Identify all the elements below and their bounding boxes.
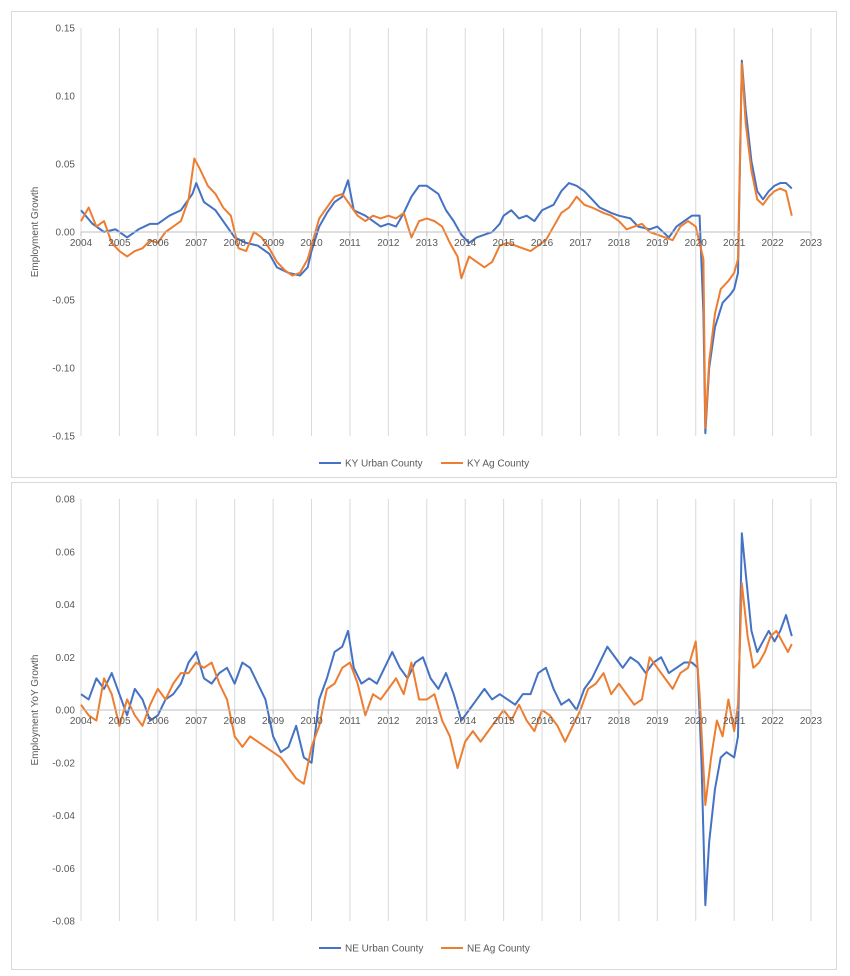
ne-x-tick-label: 2010 [300,716,323,727]
ky-y-axis-title: Employment Growth [30,187,41,278]
ne-y-tick-label: -0.02 [52,758,75,769]
ne-legend-item-ag: NE Ag County [441,944,530,955]
ne-chart: -0.08 -0.06 -0.04 -0.02 0.00 0.02 0.04 0.06 0.08… [30,495,823,955]
ne-x-tick-label: 2008 [224,716,247,727]
ky-series-line-ag [80,62,793,429]
ne-y-tick-label: -0.08 [52,917,75,928]
ky-x-tick-label: 2021 [723,238,746,249]
ne-legend-label: NE Ag County [467,944,530,955]
ky-chart: -0.15 -0.10 -0.05 0.00 0.05 0.10 0.15 2004 2005 2… [30,24,823,470]
ky-x-tick-label: 2009 [262,238,285,249]
ky-x-tick-label: 2015 [493,238,516,249]
ne-x-tick-label: 2016 [531,716,554,727]
ne-x-tick-label: 2012 [377,716,400,727]
ky-x-tick-label: 2022 [761,238,784,249]
ky-y-tick-label: -0.15 [52,432,75,443]
ky-chart-panel: -0.15 -0.10 -0.05 0.00 0.05 0.10 0.15 2004 2005 2… [11,11,837,478]
ne-x-tick-label: 2023 [800,716,823,727]
ne-x-tick-label: 2015 [493,716,516,727]
ne-x-tick-label: 2006 [147,716,170,727]
ky-x-tick-label: 2005 [108,238,131,249]
ky-x-tick-label: 2011 [339,238,361,249]
ne-x-tick-label: 2004 [70,716,93,727]
ne-legend-label: NE Urban County [345,944,423,955]
ne-series-line-ag [80,582,793,806]
ne-y-tick-label: 0.06 [56,547,76,558]
ky-x-tick-label: 2007 [185,238,208,249]
ne-y-tick-label: -0.04 [52,811,75,822]
ne-x-tick-label: 2021 [723,716,746,727]
ky-legend-label: KY Ag County [467,459,529,470]
ne-x-tick-label: 2009 [262,716,285,727]
ne-chart-panel: -0.08 -0.06 -0.04 -0.02 0.00 0.02 0.04 0.06 0.08… [11,482,837,970]
ky-y-tick-label: 0.10 [56,92,76,103]
ne-y-tick-label: 0.04 [56,600,76,611]
ky-x-tick-label: 2020 [685,238,708,249]
ky-x-tick-label: 2019 [646,238,669,249]
ne-x-tick-label: 2022 [761,716,784,727]
ne-x-tick-label: 2017 [569,716,592,727]
ky-y-tick-label: 0.15 [56,24,76,35]
ky-x-tick-label: 2017 [569,238,592,249]
ne-y-tick-label: 0.00 [56,706,76,717]
ky-y-tick-label: -0.05 [52,296,75,307]
ne-y-tick-label: -0.06 [52,864,75,875]
ky-x-tick-label: 2006 [147,238,170,249]
ne-x-tick-label: 2018 [608,716,631,727]
ky-x-tick-label: 2008 [224,238,247,249]
ne-x-tick-label: 2005 [108,716,131,727]
ky-legend-label: KY Urban County [345,459,423,470]
ne-y-tick-label: 0.02 [56,653,76,664]
ky-x-tick-label: 2004 [70,238,93,249]
ky-y-tick-label: 0.05 [56,160,76,171]
ky-x-tick-label: 2018 [608,238,631,249]
ne-y-axis-title: Employment YoY Growth [30,655,41,766]
ky-x-tick-label: 2014 [454,238,477,249]
ne-legend-item-urban: NE Urban County [319,944,423,955]
ky-x-tick-label: 2023 [800,238,823,249]
ne-x-tick-label: 2020 [685,716,708,727]
ky-legend-item-urban: KY Urban County [319,459,423,470]
ne-x-tick-label: 2013 [416,716,439,727]
ne-series-line-urban [80,532,793,907]
ky-x-tick-label: 2013 [416,238,439,249]
ky-x-tick-label: 2016 [531,238,554,249]
ne-x-tick-label: 2011 [339,716,361,727]
ky-y-tick-label: 0.00 [56,228,76,239]
ne-x-tick-label: 2019 [646,716,669,727]
ne-x-tick-label: 2007 [185,716,208,727]
ky-legend-item-ag: KY Ag County [441,459,529,470]
ne-x-tick-label: 2014 [454,716,477,727]
ky-x-tick-label: 2010 [300,238,323,249]
ky-x-tick-label: 2012 [377,238,400,249]
ne-y-tick-label: 0.08 [56,495,76,506]
ky-y-tick-label: -0.10 [52,364,75,375]
